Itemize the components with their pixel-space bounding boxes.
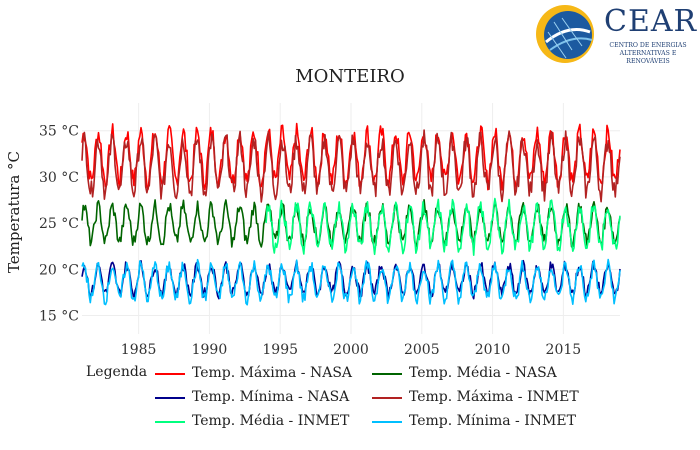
plot-lines [81, 122, 621, 306]
globe-icon [536, 5, 594, 63]
logo-subtitle: CENTRO DE ENERGIAS ALTERNATIVAS E RENOVÁ… [609, 42, 687, 65]
legend-label: Temp. Mínima - NASA [192, 389, 350, 405]
legend-swatch [155, 373, 185, 375]
x-tick-label: 1990 [192, 342, 228, 358]
legend-label: Temp. Máxima - NASA [192, 365, 353, 381]
legend-swatch [155, 421, 185, 423]
legend-swatch [372, 373, 402, 375]
x-tick-label: 2005 [404, 342, 440, 358]
series-line [81, 258, 621, 306]
cear-logo: CEAR CENTRO DE ENERGIAS ALTERNATIVAS E R… [532, 2, 698, 66]
series-line [265, 197, 621, 256]
legend: Legenda Temp. Máxima - NASA Temp. Média … [86, 364, 686, 440]
y-tick-label: 35 °C [39, 124, 79, 140]
legend-label: Temp. Máxima - INMET [409, 389, 579, 405]
x-tick-label: 1985 [121, 342, 157, 358]
series-line [81, 129, 621, 203]
legend-title: Legenda [86, 364, 148, 380]
y-tick-label: 30 °C [39, 170, 79, 186]
legend-swatch [155, 397, 185, 399]
x-tick-label: 1995 [262, 342, 298, 358]
legend-label: Temp. Média - NASA [409, 365, 557, 381]
y-axis-label: Temperatura °C [5, 151, 23, 273]
y-tick-label: 20 °C [39, 262, 79, 278]
y-tick-label: 15 °C [39, 309, 79, 325]
legend-swatch [372, 397, 402, 399]
x-tick-label: 2000 [333, 342, 369, 358]
legend-label: Temp. Média - INMET [192, 413, 350, 429]
legend-swatch [372, 421, 402, 423]
logo-word: CEAR [604, 4, 698, 39]
chart-title: MONTEIRO [295, 66, 405, 87]
x-ticks: 1985 1990 1995 2000 2005 2010 2015 [121, 342, 581, 358]
y-ticks: 15 °C 20 °C 25 °C 30 °C 35 °C [39, 124, 79, 325]
x-tick-label: 2015 [546, 342, 582, 358]
y-tick-label: 25 °C [39, 216, 79, 232]
legend-label: Temp. Mínima - INMET [409, 413, 576, 429]
x-tick-label: 2010 [475, 342, 511, 358]
